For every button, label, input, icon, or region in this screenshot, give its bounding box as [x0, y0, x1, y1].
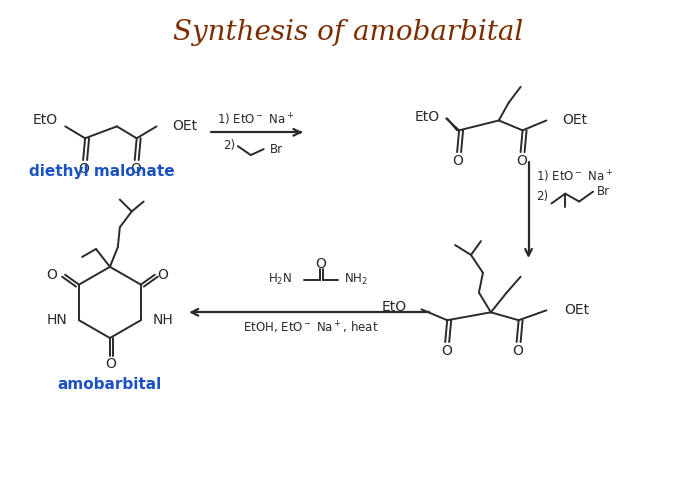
Text: Br: Br	[269, 143, 283, 156]
Text: Synthesis of amobarbital: Synthesis of amobarbital	[173, 19, 523, 46]
Text: O: O	[79, 162, 90, 176]
Text: HN: HN	[47, 313, 67, 327]
Text: OEt: OEt	[562, 113, 587, 127]
Text: H$_2$N: H$_2$N	[268, 272, 292, 287]
Text: O: O	[441, 344, 452, 358]
Text: O: O	[130, 162, 141, 176]
Text: 1) EtO$^-$ Na$^+$: 1) EtO$^-$ Na$^+$	[217, 111, 294, 128]
Text: OEt: OEt	[173, 119, 198, 133]
Text: NH: NH	[152, 313, 173, 327]
Text: NH$_2$: NH$_2$	[344, 272, 368, 287]
Text: EtO: EtO	[381, 301, 406, 314]
Text: O: O	[512, 344, 523, 358]
Text: diethyl malonate: diethyl malonate	[29, 164, 175, 179]
Text: OEt: OEt	[564, 303, 590, 317]
Text: 2): 2)	[537, 190, 548, 203]
Text: 1) EtO$^-$ Na$^+$: 1) EtO$^-$ Na$^+$	[537, 169, 614, 185]
Text: 2): 2)	[223, 139, 235, 152]
Text: O: O	[452, 154, 464, 168]
Text: O: O	[157, 268, 168, 282]
Text: Br: Br	[597, 185, 610, 198]
Text: EtO: EtO	[414, 110, 439, 124]
Text: EtO: EtO	[32, 113, 57, 127]
Text: O: O	[106, 357, 116, 371]
Text: amobarbital: amobarbital	[58, 377, 162, 392]
Text: EtOH, EtO$^-$ Na$^+$, heat: EtOH, EtO$^-$ Na$^+$, heat	[243, 320, 378, 336]
Text: O: O	[315, 257, 326, 271]
Text: O: O	[47, 268, 57, 282]
Text: O: O	[516, 154, 527, 168]
